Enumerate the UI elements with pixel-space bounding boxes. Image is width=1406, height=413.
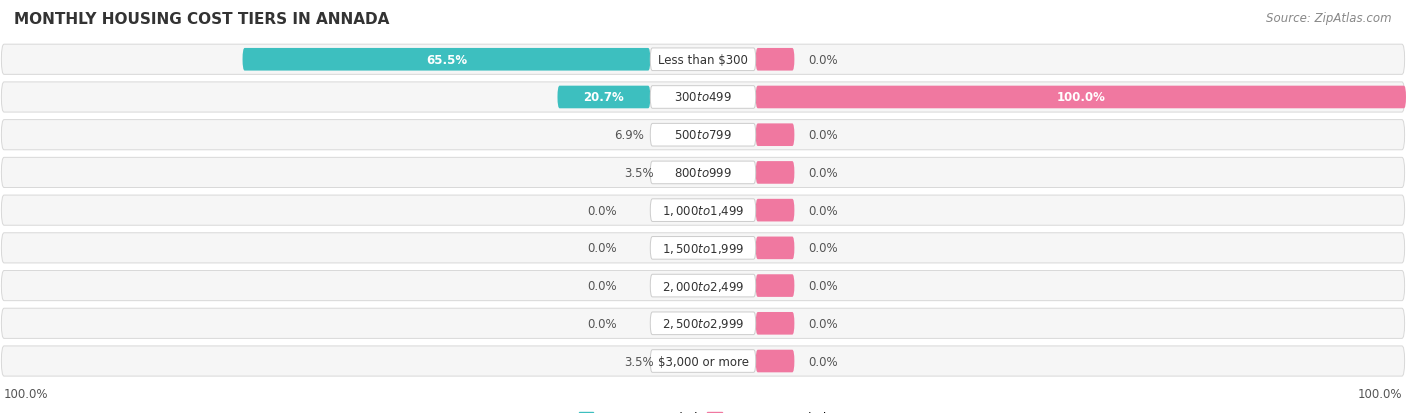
Text: 0.0%: 0.0% [588,317,617,330]
Text: $1,500 to $1,999: $1,500 to $1,999 [662,241,744,255]
Text: 100.0%: 100.0% [3,387,48,400]
FancyBboxPatch shape [756,86,1406,109]
FancyBboxPatch shape [1,309,1405,339]
Text: 0.0%: 0.0% [588,242,617,255]
Text: $800 to $999: $800 to $999 [673,166,733,180]
FancyBboxPatch shape [650,237,756,259]
Text: Less than $300: Less than $300 [658,54,748,66]
Text: 0.0%: 0.0% [588,280,617,292]
FancyBboxPatch shape [650,162,756,184]
FancyBboxPatch shape [1,233,1405,263]
Text: 0.0%: 0.0% [808,242,838,255]
Legend: Owner-occupied, Renter-occupied: Owner-occupied, Renter-occupied [574,406,832,413]
Text: $300 to $499: $300 to $499 [673,91,733,104]
Text: 6.9%: 6.9% [614,129,644,142]
FancyBboxPatch shape [650,199,756,222]
Text: $500 to $799: $500 to $799 [673,129,733,142]
FancyBboxPatch shape [650,124,756,147]
FancyBboxPatch shape [756,162,794,184]
FancyBboxPatch shape [650,275,756,297]
Text: $1,000 to $1,499: $1,000 to $1,499 [662,204,744,218]
Text: 100.0%: 100.0% [1056,91,1105,104]
Text: 0.0%: 0.0% [588,204,617,217]
Text: 3.5%: 3.5% [624,166,654,180]
FancyBboxPatch shape [756,312,794,335]
FancyBboxPatch shape [1,120,1405,150]
FancyBboxPatch shape [756,275,794,297]
Text: 0.0%: 0.0% [808,355,838,368]
FancyBboxPatch shape [756,124,794,147]
FancyBboxPatch shape [1,346,1405,376]
FancyBboxPatch shape [1,271,1405,301]
FancyBboxPatch shape [650,350,756,373]
Text: 0.0%: 0.0% [808,204,838,217]
FancyBboxPatch shape [756,350,794,373]
Text: 0.0%: 0.0% [808,280,838,292]
FancyBboxPatch shape [242,49,650,71]
Text: $3,000 or more: $3,000 or more [658,355,748,368]
FancyBboxPatch shape [650,86,756,109]
Text: 20.7%: 20.7% [583,91,624,104]
Text: 0.0%: 0.0% [808,129,838,142]
FancyBboxPatch shape [1,83,1405,113]
FancyBboxPatch shape [1,45,1405,75]
Text: 3.5%: 3.5% [624,355,654,368]
FancyBboxPatch shape [756,199,794,222]
FancyBboxPatch shape [1,158,1405,188]
Text: $2,000 to $2,499: $2,000 to $2,499 [662,279,744,293]
Text: 65.5%: 65.5% [426,54,467,66]
Text: 0.0%: 0.0% [808,54,838,66]
FancyBboxPatch shape [650,312,756,335]
FancyBboxPatch shape [1,196,1405,225]
Text: $2,500 to $2,999: $2,500 to $2,999 [662,316,744,330]
FancyBboxPatch shape [650,49,756,71]
Text: Source: ZipAtlas.com: Source: ZipAtlas.com [1267,12,1392,25]
FancyBboxPatch shape [756,49,794,71]
Text: 100.0%: 100.0% [1358,387,1403,400]
FancyBboxPatch shape [756,237,794,259]
Text: 0.0%: 0.0% [808,166,838,180]
Text: MONTHLY HOUSING COST TIERS IN ANNADA: MONTHLY HOUSING COST TIERS IN ANNADA [14,12,389,27]
FancyBboxPatch shape [558,86,650,109]
Text: 0.0%: 0.0% [808,317,838,330]
